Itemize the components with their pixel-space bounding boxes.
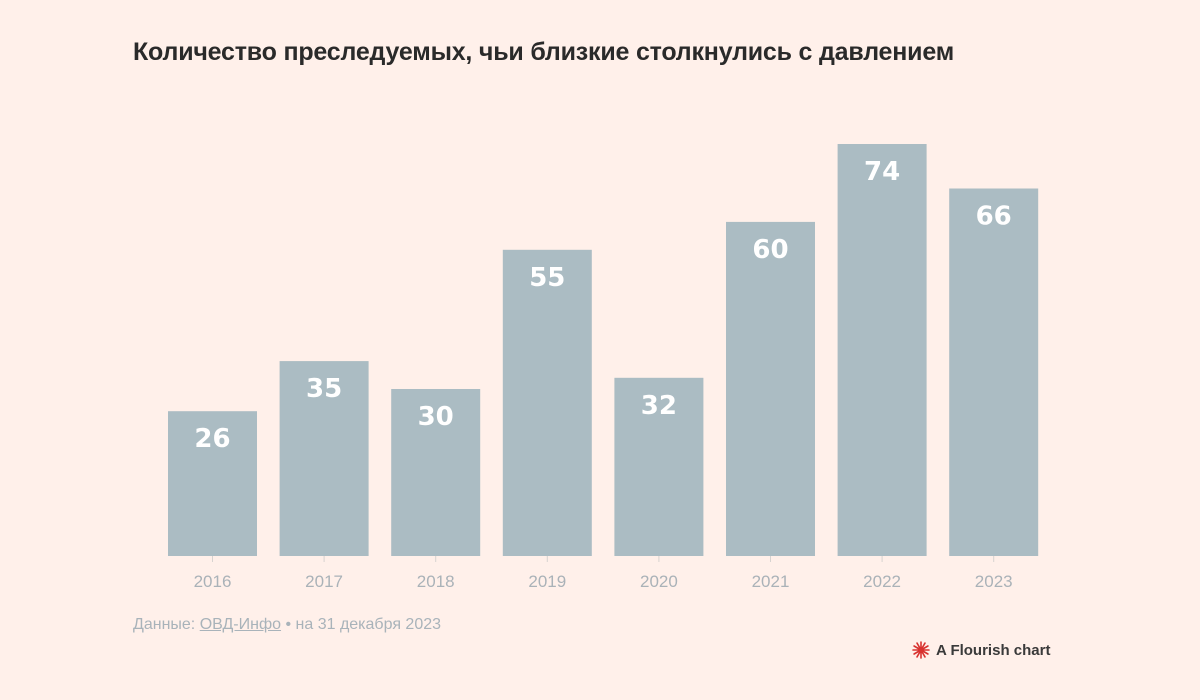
x-tick-label-2017: 2017 [305, 572, 343, 591]
source-link[interactable]: ОВД-Инфо [199, 616, 282, 633]
x-tick-label-2022: 2022 [863, 572, 901, 591]
bar-2017 [279, 361, 369, 556]
bar-2023 [949, 188, 1039, 556]
x-tick-label-2016: 2016 [194, 572, 232, 591]
bar-value-label-2016: 26 [194, 424, 230, 454]
source-prefix: Данные: [133, 616, 200, 633]
source-suffix: • на 31 декабря 2023 [281, 616, 442, 633]
bar-value-label-2020: 32 [641, 391, 677, 421]
x-tick-label-2020: 2020 [640, 572, 678, 591]
bar-value-label-2018: 30 [418, 402, 454, 432]
bar-2022 [837, 144, 927, 556]
source-note: Данные: ОВД-Инфо • на 31 декабря 2023 [133, 616, 441, 634]
bar-2021 [726, 221, 815, 556]
x-tick-label-2021: 2021 [752, 572, 790, 591]
flourish-credit-label: A Flourish chart [936, 641, 1051, 659]
bar-value-label-2022: 74 [864, 157, 900, 187]
bar-2018 [391, 389, 481, 556]
bar-value-label-2017: 35 [306, 374, 342, 404]
bar-2020 [614, 377, 704, 556]
x-tick-label-2019: 2019 [528, 572, 566, 591]
bar-value-label-2019: 55 [529, 263, 565, 293]
bar-2016 [168, 411, 257, 556]
chart-title: Количество преследуемых, чьи близкие сто… [133, 38, 954, 66]
flourish-credit[interactable]: A Flourish chart [912, 641, 1050, 659]
x-tick-label-2018: 2018 [417, 572, 455, 591]
bar-value-label-2021: 60 [752, 235, 788, 265]
bar-2019 [502, 249, 592, 557]
flourish-logo-icon [912, 641, 930, 659]
bar-value-label-2023: 66 [976, 202, 1012, 232]
x-tick-label-2023: 2023 [975, 572, 1013, 591]
